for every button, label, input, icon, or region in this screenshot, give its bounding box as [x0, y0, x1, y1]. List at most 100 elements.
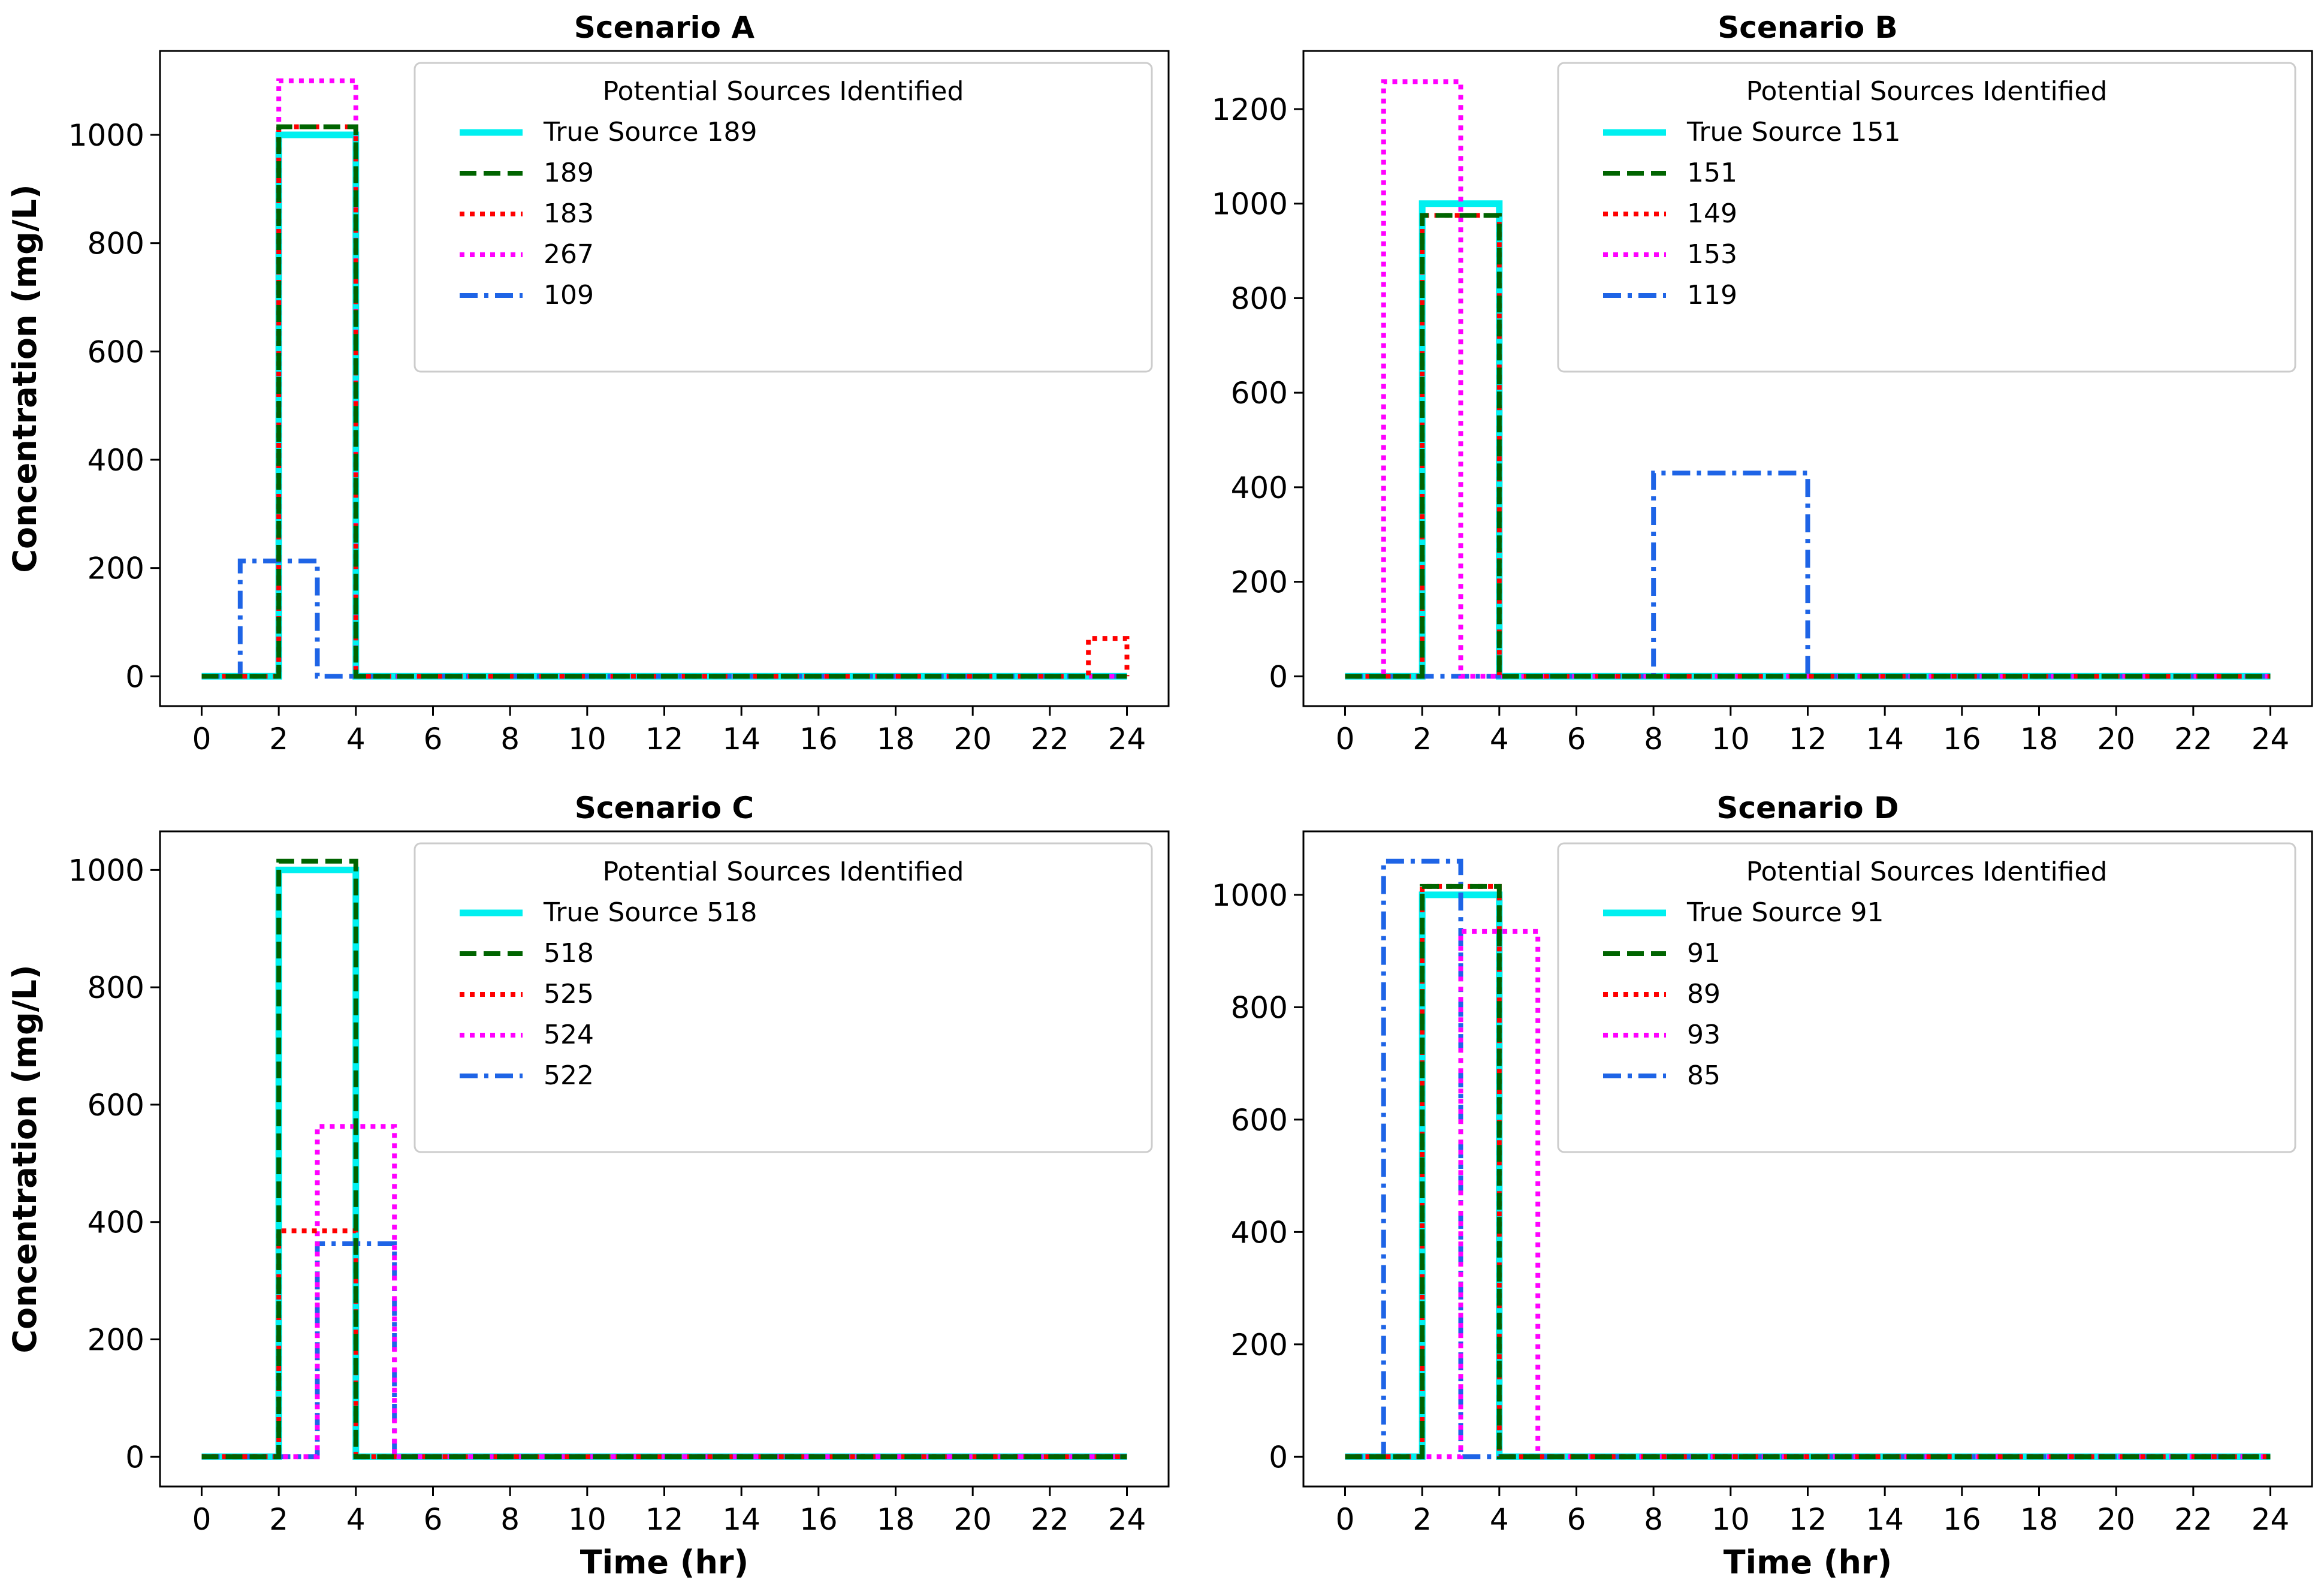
- x-tick-label: 18: [877, 1502, 915, 1537]
- x-tick-label: 24: [2251, 1502, 2290, 1537]
- y-tick-label: 800: [1231, 990, 1288, 1025]
- x-tick-label: 16: [799, 722, 838, 756]
- y-tick-label: 800: [87, 227, 144, 261]
- legend-entry-label: 518: [544, 938, 594, 969]
- chart-panel-4: Scenario D0 2 4 6 8 10 12 14 16 18 20 22 24020040060…: [1212, 791, 2313, 1581]
- legend: Potential Sources Identified True Source …: [1557, 62, 2296, 373]
- x-tick-label: 24: [1108, 722, 1146, 756]
- legend-entry-label: 524: [544, 1020, 594, 1050]
- x-tick-label: 8: [1644, 1502, 1663, 1537]
- legend-entry-label: True Source 151: [1686, 117, 1901, 147]
- legend-box: [1557, 842, 2296, 1153]
- legend-entry-label: 85: [1687, 1060, 1721, 1091]
- x-tick-label: 6: [1567, 1502, 1586, 1537]
- y-axis-label: Concentration (mg/L): [6, 964, 44, 1353]
- y-tick-label: 400: [87, 1205, 144, 1240]
- series-line-s3: [201, 1124, 1127, 1460]
- x-axis-label: Time (hr): [580, 1543, 748, 1581]
- x-tick-label: 24: [1108, 1502, 1146, 1537]
- series-line-s1: [201, 124, 1127, 679]
- chart-title: Scenario C: [575, 791, 754, 825]
- x-tick-label: 22: [1031, 722, 1069, 756]
- chart-title: Scenario B: [1718, 10, 1898, 45]
- legend-box: [414, 62, 1153, 373]
- series-line-s3: [1345, 928, 2271, 1460]
- x-tick-label: 16: [799, 1502, 838, 1537]
- x-tick-label: 12: [1789, 722, 1827, 756]
- x-tick-label: 14: [722, 1502, 760, 1537]
- legend-entry-label: 149: [1687, 198, 1737, 229]
- x-tick-label: 12: [1789, 1502, 1827, 1537]
- x-tick-label: 18: [2020, 722, 2059, 756]
- x-tick-label: 12: [645, 1502, 684, 1537]
- chart-panel-1: Scenario A0 2 4 6 8 10 12 14 16 18 20 22 24020040060…: [6, 10, 1170, 756]
- x-tick-label: 6: [424, 1502, 443, 1537]
- y-tick-label: 200: [1231, 1328, 1288, 1362]
- legend-entry-label: True Source 91: [1686, 897, 1884, 928]
- x-tick-label: 20: [953, 722, 992, 756]
- legend-entry-label: 151: [1687, 158, 1737, 188]
- y-tick-label: 0: [1269, 659, 1288, 694]
- x-tick-label: 10: [1712, 722, 1750, 756]
- legend: Potential Sources Identified True Source …: [414, 842, 1153, 1153]
- legend-entry-label: 525: [544, 979, 594, 1009]
- y-tick-label: 1000: [68, 853, 144, 888]
- legend-title: Potential Sources Identified: [603, 857, 964, 887]
- x-tick-label: 4: [1490, 722, 1509, 756]
- y-tick-label: 600: [87, 334, 144, 369]
- y-tick-label: 1000: [68, 118, 144, 153]
- x-tick-label: 22: [1031, 1502, 1069, 1537]
- y-tick-label: 600: [87, 1088, 144, 1123]
- x-tick-label: 0: [192, 722, 212, 756]
- y-axis-label: Concentration (mg/L): [6, 184, 44, 572]
- x-tick-label: 2: [269, 722, 288, 756]
- y-tick-label: 1200: [1212, 92, 1288, 127]
- y-tick-label: 400: [1231, 1215, 1288, 1250]
- legend-entry-label: 189: [544, 158, 594, 188]
- x-tick-label: 16: [1943, 722, 1981, 756]
- legend-entry-label: 109: [544, 280, 594, 310]
- x-tick-label: 20: [2097, 722, 2135, 756]
- x-tick-label: 18: [2020, 1502, 2059, 1537]
- x-tick-label: 10: [568, 1502, 606, 1537]
- legend: Potential Sources Identified True Source …: [414, 62, 1153, 373]
- x-tick-label: 20: [953, 1502, 992, 1537]
- y-tick-label: 1000: [1212, 878, 1288, 913]
- x-tick-label: 2: [1412, 722, 1432, 756]
- chart-panel-2: Scenario B0 2 4 6 8 10 12 14 16 18 20 22 24020040060…: [1212, 10, 2313, 756]
- legend-entry-label: 93: [1687, 1020, 1721, 1050]
- series-line-s1: [1345, 213, 2271, 679]
- x-tick-label: 24: [2251, 722, 2290, 756]
- y-tick-label: 200: [87, 551, 144, 586]
- x-tick-label: 20: [2097, 1502, 2135, 1537]
- x-tick-label: 2: [269, 1502, 288, 1537]
- x-tick-label: 4: [346, 722, 366, 756]
- series-line-s2: [201, 124, 1130, 679]
- legend-title: Potential Sources Identified: [1746, 857, 2108, 887]
- y-tick-label: 1000: [1212, 187, 1288, 222]
- legend-entry-label: True Source 518: [543, 897, 757, 928]
- x-tick-label: 14: [1866, 722, 1904, 756]
- legend-entry-label: 153: [1687, 239, 1737, 270]
- x-tick-label: 10: [568, 722, 606, 756]
- legend: Potential Sources Identified True Source …: [1557, 842, 2296, 1153]
- x-tick-label: 14: [1866, 1502, 1904, 1537]
- x-tick-label: 8: [500, 1502, 520, 1537]
- x-tick-label: 22: [2174, 722, 2213, 756]
- x-tick-label: 8: [1644, 722, 1663, 756]
- legend-title: Potential Sources Identified: [603, 76, 964, 107]
- y-tick-label: 0: [125, 659, 144, 694]
- legend-title: Potential Sources Identified: [1746, 76, 2108, 107]
- x-tick-label: 0: [1336, 722, 1355, 756]
- y-tick-label: 400: [87, 443, 144, 478]
- legend-entry-label: 267: [544, 239, 594, 270]
- x-tick-label: 10: [1712, 1502, 1750, 1537]
- legend-entry-label: 183: [544, 198, 594, 229]
- y-tick-label: 0: [1269, 1440, 1288, 1475]
- y-tick-label: 600: [1231, 376, 1288, 411]
- x-tick-label: 22: [2174, 1502, 2213, 1537]
- series-line-s1: [201, 858, 1127, 1460]
- legend-entry-label: 119: [1687, 280, 1737, 310]
- x-tick-label: 2: [1412, 1502, 1432, 1537]
